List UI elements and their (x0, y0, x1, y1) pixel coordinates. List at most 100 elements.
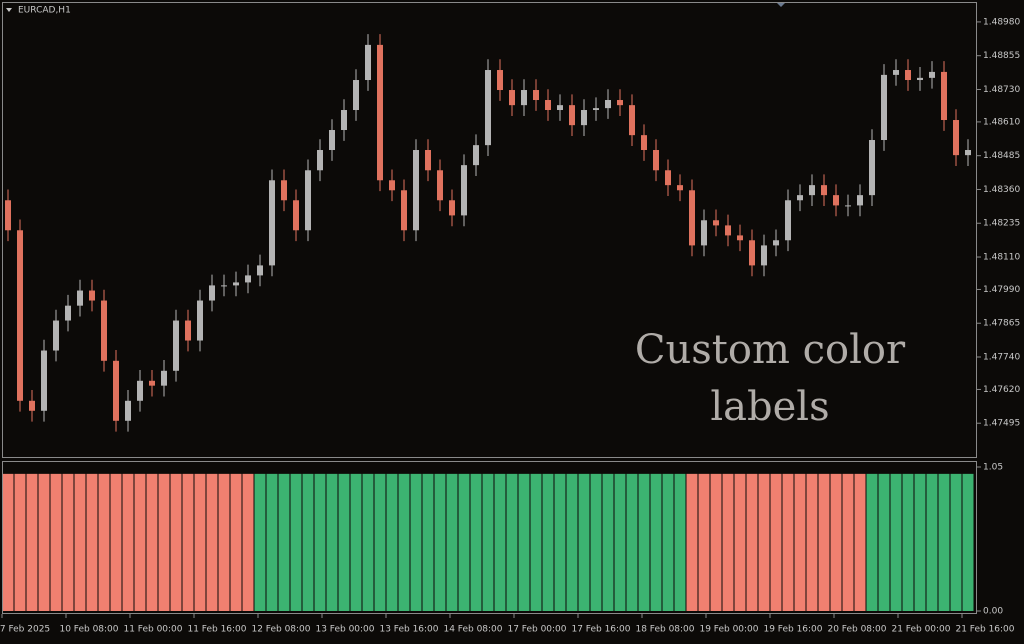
candle-body (101, 300, 107, 361)
candle-body (785, 200, 791, 241)
indicator-bar (746, 473, 758, 611)
candle-body (557, 105, 563, 111)
x-tick-label: 14 Feb 08:00 (443, 625, 502, 635)
indicator-bar (950, 473, 962, 611)
indicator-bar (338, 473, 350, 611)
y-tick-label: 1.47865 (983, 319, 1020, 329)
candle-body (617, 100, 623, 106)
indicator-bar (686, 473, 698, 611)
x-tick-label: 10 Feb 08:00 (59, 625, 118, 635)
indicator-bar (206, 473, 218, 611)
candle-body (305, 170, 311, 231)
y-tick-label: 1.48360 (983, 185, 1020, 195)
indicator-bar (146, 473, 158, 611)
indicator-bar (782, 473, 794, 611)
candle-body (281, 180, 287, 201)
candle-body (569, 105, 575, 126)
y-tick-label: 1.05 (983, 463, 1003, 473)
indicator-bar (482, 473, 494, 611)
candle-body (293, 200, 299, 231)
indicator-bar (410, 473, 422, 611)
candle-body (269, 180, 275, 266)
candle-body (113, 360, 119, 421)
candle-body (257, 265, 263, 276)
candle-body (29, 400, 35, 411)
indicator-bar (470, 473, 482, 611)
candle-body (917, 77, 923, 81)
indicator-bar (194, 473, 206, 611)
candle-body (701, 220, 707, 246)
indicator-bar (902, 473, 914, 611)
candle-body (665, 170, 671, 186)
indicator-bar (386, 473, 398, 611)
candle-body (533, 90, 539, 101)
indicator-bar (962, 473, 974, 611)
candle-body (245, 275, 251, 283)
candle-body (797, 195, 803, 201)
indicator-bar (518, 473, 530, 611)
candle-body (377, 44, 383, 181)
candle-body (509, 90, 515, 106)
candle-body (809, 185, 815, 196)
indicator-bar (218, 473, 230, 611)
x-tick-label: 21 Feb 00:00 (891, 625, 950, 635)
indicator-bar (242, 473, 254, 611)
indicator-bar (158, 473, 170, 611)
candle-body (425, 150, 431, 171)
candle-body (713, 220, 719, 226)
indicator-bar (614, 473, 626, 611)
candle-body (389, 180, 395, 191)
candle-body (437, 170, 443, 201)
indicator-bar (170, 473, 182, 611)
indicator-bar (26, 473, 38, 611)
candle-body (209, 285, 215, 301)
candle-body (89, 290, 95, 301)
menu-arrow[interactable] (6, 8, 12, 12)
shift-marker (777, 3, 785, 7)
y-tick-label: 1.48980 (983, 17, 1020, 27)
indicator-pane-frame (2, 461, 977, 614)
indicator-bar (3, 473, 14, 611)
indicator-bar (266, 473, 278, 611)
indicator-bar (314, 473, 326, 611)
x-tick-label: 19 Feb 16:00 (763, 625, 822, 635)
indicator-bar (350, 473, 362, 611)
x-tick-label: 13 Feb 16:00 (379, 625, 438, 635)
x-tick-label: 7 Feb 2025 (0, 625, 50, 635)
indicator-bar (182, 473, 194, 611)
x-tick-label: 11 Feb 16:00 (187, 625, 246, 635)
candle-body (197, 300, 203, 341)
indicator-bar (554, 473, 566, 611)
candle-body (965, 150, 971, 156)
indicator-bar (710, 473, 722, 611)
candle-body (953, 120, 959, 156)
y-tick-label: 0.00 (983, 607, 1003, 617)
x-tick-label: 13 Feb 00:00 (315, 625, 374, 635)
indicator-bar (398, 473, 410, 611)
candle-body (689, 190, 695, 246)
candle-body (941, 71, 947, 121)
indicator-bar (866, 473, 878, 611)
indicator-bar (134, 473, 146, 611)
y-tick-label: 1.47990 (983, 285, 1020, 295)
x-tick-label: 12 Feb 08:00 (251, 625, 310, 635)
indicator-bar (566, 473, 578, 611)
x-tick-label: 11 Feb 00:00 (123, 625, 182, 635)
indicator-bar (662, 473, 674, 611)
indicator-bar (650, 473, 662, 611)
indicator-bar (578, 473, 590, 611)
candle-body (725, 225, 731, 236)
indicator-bar (506, 473, 518, 611)
candle-body (485, 70, 491, 146)
indicator-bar (326, 473, 338, 611)
indicator-bar (74, 473, 86, 611)
candle-body (821, 185, 827, 196)
indicator-bar (926, 473, 938, 611)
candle-body (17, 230, 23, 401)
y-tick-label: 1.48855 (983, 51, 1020, 61)
x-tick-label: 17 Feb 00:00 (507, 625, 566, 635)
indicator-bar (770, 473, 782, 611)
indicator-bar (830, 473, 842, 611)
